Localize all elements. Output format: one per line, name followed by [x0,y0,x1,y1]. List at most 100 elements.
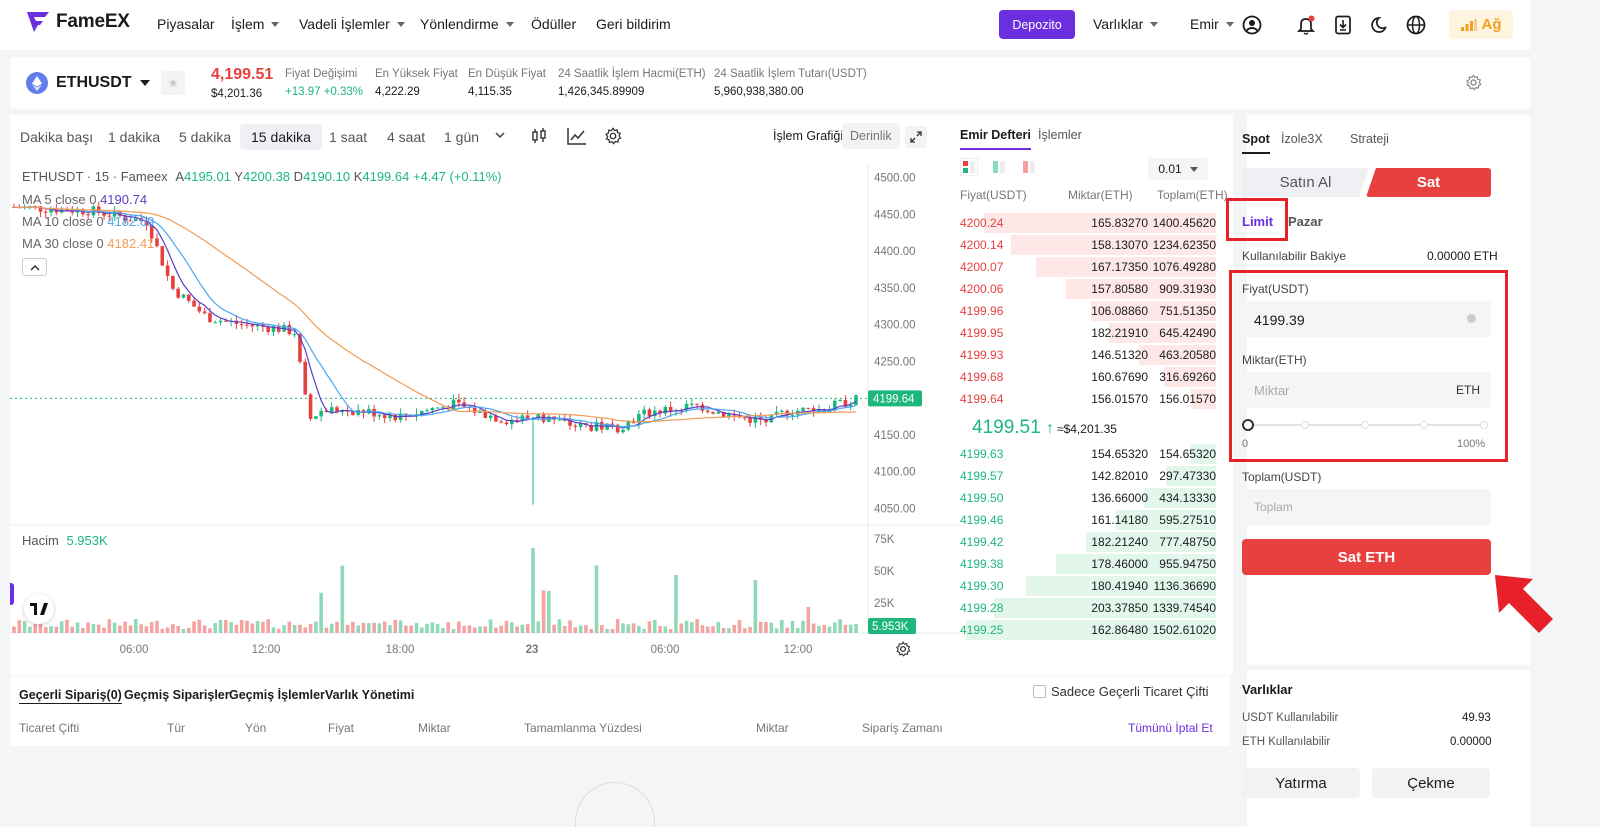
fullscreen-icon[interactable] [905,126,927,148]
user-icon[interactable] [1240,13,1264,37]
tab-order-book[interactable]: Emir Defteri [960,128,1031,150]
pair-selector[interactable]: ETHUSDT [26,72,150,94]
tab-trades[interactable]: İşlemler [1038,128,1082,142]
moon-icon[interactable] [1368,13,1392,37]
volume-bar [303,627,308,633]
amount-input[interactable]: Miktar ETH [1242,372,1491,408]
ask-row[interactable]: 4199.64 156.01570 156.01570 [960,388,1230,410]
ask-row[interactable]: 4199.68 160.67690 316.69260 [960,366,1230,388]
bid-row[interactable]: 4199.25 162.86480 1502.61020 [960,619,1230,641]
volume-bar [509,622,514,633]
slider-handle[interactable] [1242,419,1254,431]
tab-spot[interactable]: Spot [1242,132,1270,154]
timeframe-1d[interactable]: 1 gün [444,129,480,145]
nav-markets[interactable]: Piyasalar [157,16,215,32]
clear-input-icon[interactable] [1467,314,1476,323]
nav-trade[interactable]: İşlem [231,16,280,32]
withdraw-asset-button[interactable]: Çekme [1372,768,1490,798]
candle-body [255,324,260,327]
depth-mode[interactable]: Derinlik [842,123,900,149]
ask-row[interactable]: 4199.93 146.51320 463.20580 [960,344,1230,366]
tab-open-orders[interactable]: Geçerli Sipariş(0) [19,688,122,702]
tradingview-logo-icon[interactable] [24,594,54,624]
slider-step[interactable] [1420,421,1428,429]
cancel-all-link[interactable]: Tümünü İptal Et [1128,721,1213,735]
both-sides-view-icon[interactable] [960,158,978,176]
settings-gear-icon[interactable] [1465,74,1482,94]
bid-row[interactable]: 4199.28 203.37850 1339.74540 [960,597,1230,619]
tab-order-history[interactable]: Geçmiş Siparişler [124,688,230,702]
timeframe-1m[interactable]: 1 dakika [108,129,161,145]
candle-body [86,214,90,216]
bid-row[interactable]: 4199.50 136.66000 434.13330 [960,487,1230,509]
bid-row[interactable]: 4199.63 154.65320 154.65320 [960,443,1230,465]
asks-only-view-icon[interactable] [1020,158,1038,176]
nav-guidance[interactable]: Yönlendirme [420,16,514,32]
tab-limit[interactable]: Limit [1242,214,1274,229]
only-current-pair-checkbox[interactable]: Sadece Geçerli Ticaret Çifti [1033,684,1209,699]
sell-eth-button[interactable]: Sat ETH [1242,539,1491,575]
tab-asset-management[interactable]: Varlık Yönetimi [325,688,415,702]
bids-only-view-icon[interactable] [990,158,1008,176]
collapse-legend-icon[interactable] [22,258,47,276]
globe-icon[interactable] [1404,13,1428,37]
tab-isolated[interactable]: İzole3X [1281,132,1323,146]
ask-row[interactable]: 4200.06 157.80580 909.31930 [960,278,1230,300]
checkbox-box[interactable] [1033,685,1046,698]
stat-change: Fiyat Değişimi +13.97 +0.33% [285,68,363,98]
tab-market[interactable]: Pazar [1288,214,1323,229]
favorite-star-icon[interactable]: ★ [161,71,185,95]
timeframe-15m[interactable]: 15 dakika [240,124,322,150]
stat-low: En Düşük Fiyat 4,115.35 [468,68,546,98]
candlestick-icon[interactable] [530,127,548,148]
slider-step[interactable] [1480,421,1488,429]
timezone-settings-icon[interactable] [895,641,911,660]
total-input[interactable]: Toplam [1242,489,1491,525]
bid-row[interactable]: 4199.38 178.46000 955.94750 [960,553,1230,575]
ask-row[interactable]: 4199.96 106.08860 751.51350 [960,300,1230,322]
timeframe-1h[interactable]: 1 saat [329,129,368,145]
price-chart-svg[interactable]: 4500.00 4450.00 4400.00 4350.00 4300.00 4250.… [10,163,963,675]
timeframe-5m[interactable]: 5 dakika [179,129,232,145]
ask-row[interactable]: 4200.24 165.83270 1400.45620 [960,212,1230,234]
deposit-asset-button[interactable]: Yatırma [1242,768,1360,798]
slider-step[interactable] [1301,421,1309,429]
trading-chart-mode[interactable]: İşlem Grafiği [773,129,844,143]
nav-orders[interactable]: Emir [1190,16,1234,32]
indicator-chart-icon[interactable] [567,127,587,148]
chart-settings-gear-icon[interactable] [604,127,622,148]
amount-slider[interactable] [1242,418,1491,432]
timeframe-tick[interactable]: Dakika başı [20,129,94,145]
bid-row[interactable]: 4199.30 180.41940 1136.36690 [960,575,1230,597]
deposit-button[interactable]: Depozito [999,10,1075,39]
candle-body [557,419,562,421]
bell-icon[interactable] [1294,13,1318,37]
ask-row[interactable]: 4200.07 167.17350 1076.49280 [960,256,1230,278]
logo[interactable]: FameEX [26,11,130,33]
ask-row[interactable]: 4200.14 158.13070 1234.62350 [960,234,1230,256]
nav-assets[interactable]: Varlıklar [1093,16,1159,32]
ask-row[interactable]: 4199.95 182.21910 645.42490 [960,322,1230,344]
network-status-button[interactable]: Ağ [1449,10,1513,39]
precision-select[interactable]: 0.01 [1148,158,1208,180]
row-price: 4199.95 [960,326,1004,340]
sell-tab[interactable]: Sat [1366,168,1491,197]
chevron-down-icon[interactable] [494,129,506,144]
nav-rewards[interactable]: Ödüller [531,16,576,32]
slider-step[interactable] [1361,421,1369,429]
side-drawer-handle[interactable] [10,583,14,605]
candle-body [838,400,842,402]
download-icon[interactable] [1331,13,1355,37]
timeframe-4h[interactable]: 4 saat [387,129,426,145]
bid-row[interactable]: 4199.57 142.82010 297.47330 [960,465,1230,487]
tab-trade-history[interactable]: Geçmiş İşlemler [229,688,325,702]
nav-futures[interactable]: Vadeli İşlemler [299,16,405,32]
bid-row[interactable]: 4199.42 182.21240 777.48750 [960,531,1230,553]
price-input[interactable]: 4199.39 [1242,301,1491,337]
chart-area[interactable]: 4500.00 4450.00 4400.00 4350.00 4300.00 4250.… [10,163,963,675]
buy-tab[interactable]: Satın Al [1242,168,1369,197]
tab-strategy[interactable]: Strateji [1350,132,1389,146]
nav-feedback[interactable]: Geri bildirim [596,16,671,32]
row-total: 1502.61020 [1152,623,1216,637]
bid-row[interactable]: 4199.46 161.14180 595.27510 [960,509,1230,531]
